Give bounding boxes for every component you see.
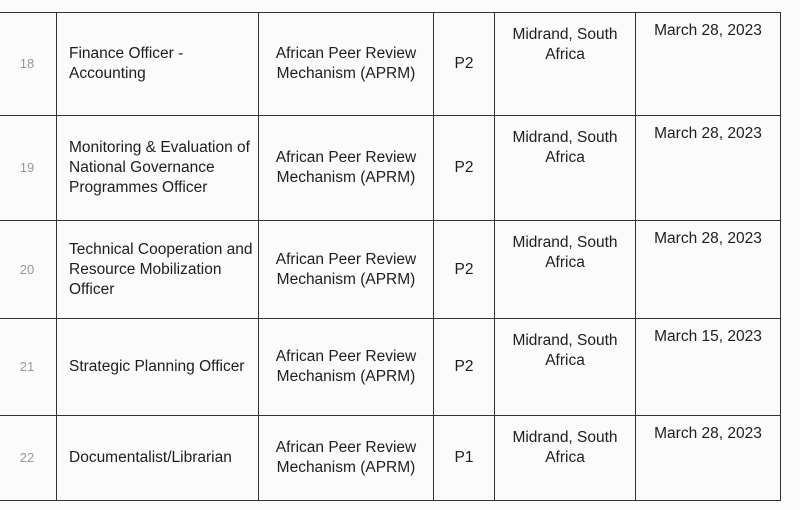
organization: African Peer Review Mechanism (APRM) (258, 220, 434, 319)
table-row: 20 Technical Cooperation and Resource Mo… (0, 220, 781, 319)
location: Midrand, South Africa (494, 12, 636, 116)
location: Midrand, South Africa (494, 220, 636, 319)
location: Midrand, South Africa (494, 318, 636, 416)
grade: P1 (433, 415, 495, 501)
row-number: 21 (0, 318, 57, 416)
job-title: Finance Officer - Accounting (56, 12, 259, 116)
grade: P2 (433, 318, 495, 416)
location: Midrand, South Africa (494, 415, 636, 501)
row-number: 19 (0, 115, 57, 221)
table-row: 21 Strategic Planning Officer African Pe… (0, 318, 781, 416)
organization: African Peer Review Mechanism (APRM) (258, 415, 434, 501)
job-title: Strategic Planning Officer (56, 318, 259, 416)
deadline: March 28, 2023 (635, 415, 781, 501)
vacancies-table: 18 Finance Officer - Accounting African … (0, 12, 781, 501)
job-title: Monitoring & Evaluation of National Gove… (56, 115, 259, 221)
table-row: 19 Monitoring & Evaluation of National G… (0, 115, 781, 221)
organization: African Peer Review Mechanism (APRM) (258, 318, 434, 416)
organization: African Peer Review Mechanism (APRM) (258, 115, 434, 221)
row-number: 20 (0, 220, 57, 319)
row-number: 18 (0, 12, 57, 116)
row-number: 22 (0, 415, 57, 501)
job-title: Documentalist/Librarian (56, 415, 259, 501)
deadline: March 28, 2023 (635, 12, 781, 116)
grade: P2 (433, 220, 495, 319)
deadline: March 28, 2023 (635, 115, 781, 221)
grade: P2 (433, 12, 495, 116)
table-row: 18 Finance Officer - Accounting African … (0, 12, 781, 116)
table-row: 22 Documentalist/Librarian African Peer … (0, 415, 781, 501)
deadline: March 15, 2023 (635, 318, 781, 416)
location: Midrand, South Africa (494, 115, 636, 221)
organization: African Peer Review Mechanism (APRM) (258, 12, 434, 116)
deadline: March 28, 2023 (635, 220, 781, 319)
grade: P2 (433, 115, 495, 221)
job-title: Technical Cooperation and Resource Mobil… (56, 220, 259, 319)
